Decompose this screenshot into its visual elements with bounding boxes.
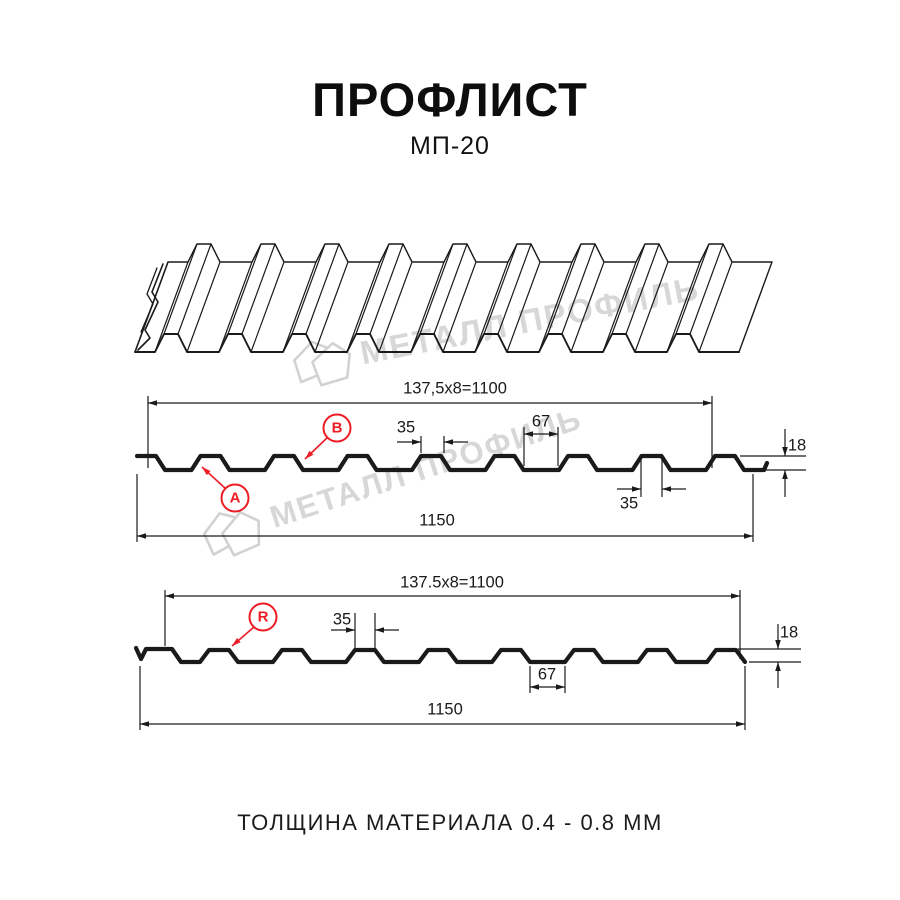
dim-crest-top-ab: 35 bbox=[396, 418, 416, 437]
marker-side-b: B bbox=[322, 413, 352, 443]
dim-height-r: 18 bbox=[779, 623, 799, 642]
dim-overall-width-ab: 1150 bbox=[419, 511, 455, 530]
profile-model-subtitle: МП-20 bbox=[410, 132, 490, 160]
cross-section-a-b bbox=[134, 396, 806, 542]
dim-overall-width-r: 1150 bbox=[427, 700, 463, 719]
sheet-3d-drawing bbox=[134, 243, 773, 353]
dim-crest-top-r: 35 bbox=[332, 610, 352, 629]
marker-side-a: A bbox=[220, 483, 250, 513]
dim-valley-r: 67 bbox=[537, 665, 557, 684]
dim-crest-bottom-ab: 35 bbox=[619, 494, 639, 513]
marker-side-r: R bbox=[248, 602, 278, 632]
dim-pitch-formula-r: 137.5x8=1100 bbox=[400, 573, 504, 592]
metall-profil-logo-icon bbox=[202, 510, 261, 557]
page-title: ПРОФЛИСТ bbox=[312, 73, 588, 126]
cross-section-r bbox=[133, 590, 801, 730]
watermark-lower: МЕТАЛЛ ПРОФИЛЬ bbox=[188, 392, 590, 568]
dim-height-ab: 18 bbox=[787, 436, 807, 455]
dim-valley-ab: 67 bbox=[531, 412, 551, 431]
dim-pitch-formula-ab: 137,5x8=1100 bbox=[403, 379, 507, 398]
material-thickness-note: ТОЛЩИНА МАТЕРИАЛА 0.4 - 0.8 ММ bbox=[237, 810, 663, 835]
red-leader-arrows bbox=[201, 436, 329, 647]
